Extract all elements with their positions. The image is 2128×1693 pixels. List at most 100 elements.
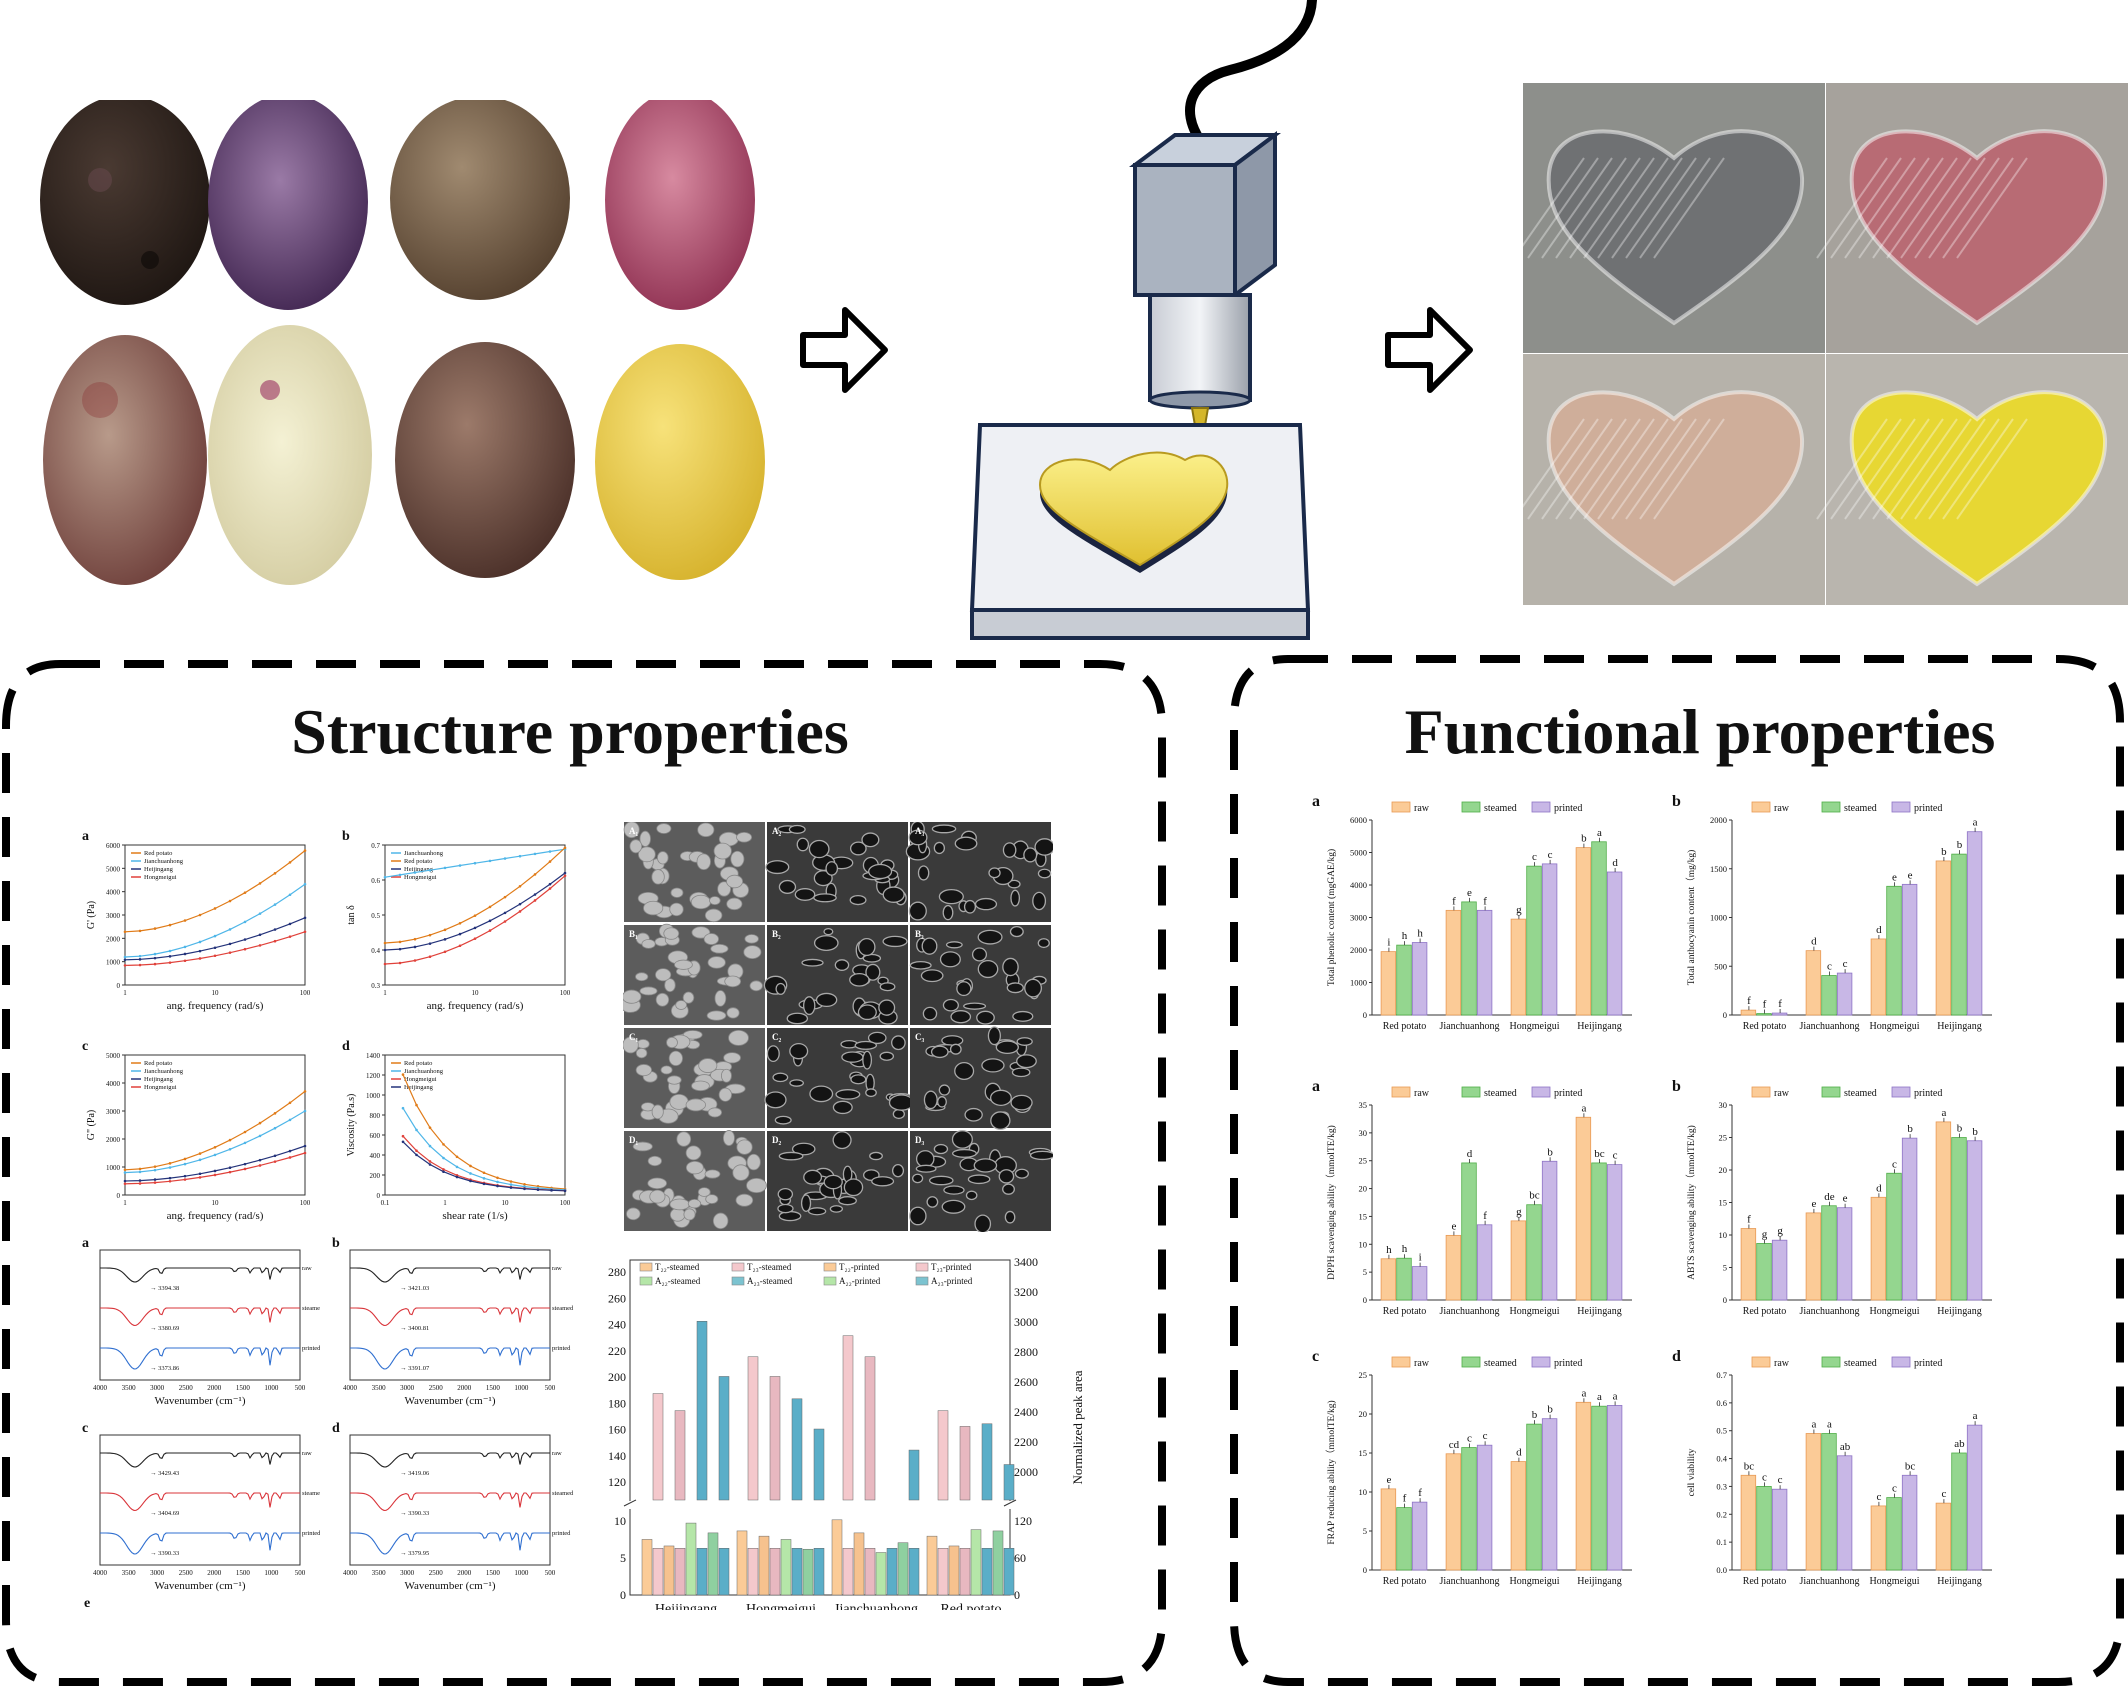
printed-heart bbox=[1849, 390, 2108, 587]
bar bbox=[1396, 944, 1412, 1016]
x-tick-label: 500 bbox=[545, 1384, 556, 1392]
y-axis-label: FRAP reducing ability（mmolTE/kg) bbox=[1325, 1400, 1337, 1544]
significance-letter: c bbox=[1762, 1471, 1767, 1483]
nmr-bar bbox=[937, 1410, 949, 1501]
pore bbox=[976, 1010, 995, 1025]
bar bbox=[1575, 847, 1592, 1016]
starch-granule bbox=[724, 975, 742, 988]
pore bbox=[789, 1042, 809, 1060]
nmr-bar bbox=[652, 1393, 664, 1501]
x-tick-label: 4000 bbox=[343, 1384, 358, 1392]
starch-granule bbox=[698, 1058, 718, 1073]
x-axis-label: ang. frequency (rad/s) bbox=[167, 1210, 264, 1222]
chart-letter: a bbox=[1312, 1078, 1320, 1095]
pore bbox=[854, 1040, 878, 1050]
nmr-bar bbox=[831, 1519, 843, 1596]
x-tick-label: 10 bbox=[502, 1199, 510, 1207]
bar bbox=[1935, 1121, 1952, 1301]
printed-heart bbox=[1546, 129, 1805, 326]
significance-letter: b bbox=[1581, 833, 1587, 845]
series-line bbox=[124, 1145, 306, 1182]
pore bbox=[977, 929, 1003, 945]
significance-letter: d bbox=[1467, 1148, 1473, 1160]
series-line bbox=[124, 1090, 306, 1171]
y-tick-label: 1000 bbox=[1350, 978, 1367, 988]
nmr-bar-base bbox=[791, 1548, 803, 1596]
starch-granule bbox=[669, 1207, 686, 1222]
x-tick-label: 2000 bbox=[207, 1384, 222, 1392]
pore bbox=[908, 901, 927, 921]
sem-label: B₃ bbox=[915, 929, 924, 939]
bar bbox=[1756, 1486, 1772, 1571]
print-line bbox=[1942, 418, 2014, 520]
bar bbox=[1445, 1453, 1462, 1571]
break-mark bbox=[623, 1499, 637, 1507]
legend-label: steamed bbox=[1844, 803, 1877, 814]
pore bbox=[807, 1207, 827, 1216]
significance-letter: f bbox=[1418, 1487, 1422, 1499]
pore bbox=[987, 1026, 1001, 1046]
series-line bbox=[384, 875, 566, 965]
legend-label: printed bbox=[1554, 1088, 1582, 1099]
chart-letter: a bbox=[1312, 793, 1320, 810]
pore bbox=[965, 1190, 978, 1201]
x-tick-label: 500 bbox=[295, 1569, 306, 1577]
x-axis-label: ang. frequency (rad/s) bbox=[427, 1000, 524, 1012]
starch-granule bbox=[730, 850, 745, 868]
bar bbox=[1476, 1224, 1493, 1301]
print-line bbox=[1844, 418, 1916, 520]
print-line bbox=[1830, 418, 1902, 520]
nmr-bar-base bbox=[696, 1548, 708, 1596]
bar bbox=[1821, 975, 1837, 1016]
plot-frame bbox=[99, 1434, 301, 1566]
bar bbox=[1575, 1401, 1592, 1571]
bar bbox=[1591, 841, 1607, 1016]
legend-swatch bbox=[1461, 1086, 1481, 1098]
starch-granule bbox=[647, 1177, 667, 1189]
legend-label: steamed bbox=[1484, 803, 1517, 814]
significance-letter: b bbox=[1972, 1126, 1978, 1138]
legend-label: raw bbox=[1414, 1088, 1430, 1099]
significance-letter: d bbox=[1811, 936, 1817, 948]
significance-letter: c bbox=[1941, 1488, 1946, 1500]
pore bbox=[949, 1043, 962, 1055]
significance-letter: e bbox=[1467, 887, 1472, 899]
print-line bbox=[1541, 157, 1613, 259]
dpph-chart: a 0 5 10 15 20 25 30 35 DPPH scavenging ability（m… bbox=[1310, 1075, 1650, 1345]
significance-letter: b bbox=[1547, 1146, 1553, 1158]
starch-granule bbox=[718, 1087, 732, 1102]
spectrum-label: steamed bbox=[552, 1490, 574, 1497]
legend-label: raw bbox=[1774, 1088, 1790, 1099]
bar bbox=[1541, 863, 1558, 1016]
spectrum-label: printed bbox=[302, 1345, 320, 1352]
starch-granule bbox=[746, 1177, 767, 1194]
significance-letter: a bbox=[1827, 1419, 1832, 1431]
significance-letter: a bbox=[1581, 1102, 1586, 1114]
sem-label: D₃ bbox=[915, 1135, 924, 1145]
bar bbox=[1901, 1474, 1918, 1571]
legend-label: Jianchuanhong bbox=[404, 850, 444, 857]
starch-granule bbox=[704, 908, 723, 923]
pore bbox=[963, 1002, 987, 1010]
pore bbox=[862, 1050, 873, 1070]
starch-granule bbox=[723, 1052, 741, 1064]
left-tick-label: 120 bbox=[608, 1475, 626, 1489]
print-line bbox=[1886, 157, 1958, 259]
legend-swatch bbox=[915, 1276, 929, 1286]
sem-cell: B₂ bbox=[763, 925, 908, 1025]
pore bbox=[1002, 842, 1017, 858]
nmr-bar bbox=[897, 1542, 909, 1596]
nmr-bar-base bbox=[718, 1548, 730, 1596]
starch-granule bbox=[674, 959, 693, 970]
abts-chart: b 0 5 10 15 20 25 30 ABTS scavenging ability（mmo… bbox=[1670, 1075, 2010, 1345]
starch-granule bbox=[621, 989, 642, 1004]
category-label: Heijingang bbox=[1937, 1021, 1981, 1032]
pore bbox=[849, 841, 867, 856]
pore bbox=[956, 981, 972, 997]
nmr-bar-base bbox=[769, 1548, 781, 1596]
pore bbox=[988, 867, 1001, 879]
series-line bbox=[402, 1074, 566, 1190]
spectrum-line bbox=[100, 1307, 300, 1326]
significance-letter: c bbox=[1548, 849, 1553, 861]
x-tick-label: 3000 bbox=[150, 1569, 165, 1577]
